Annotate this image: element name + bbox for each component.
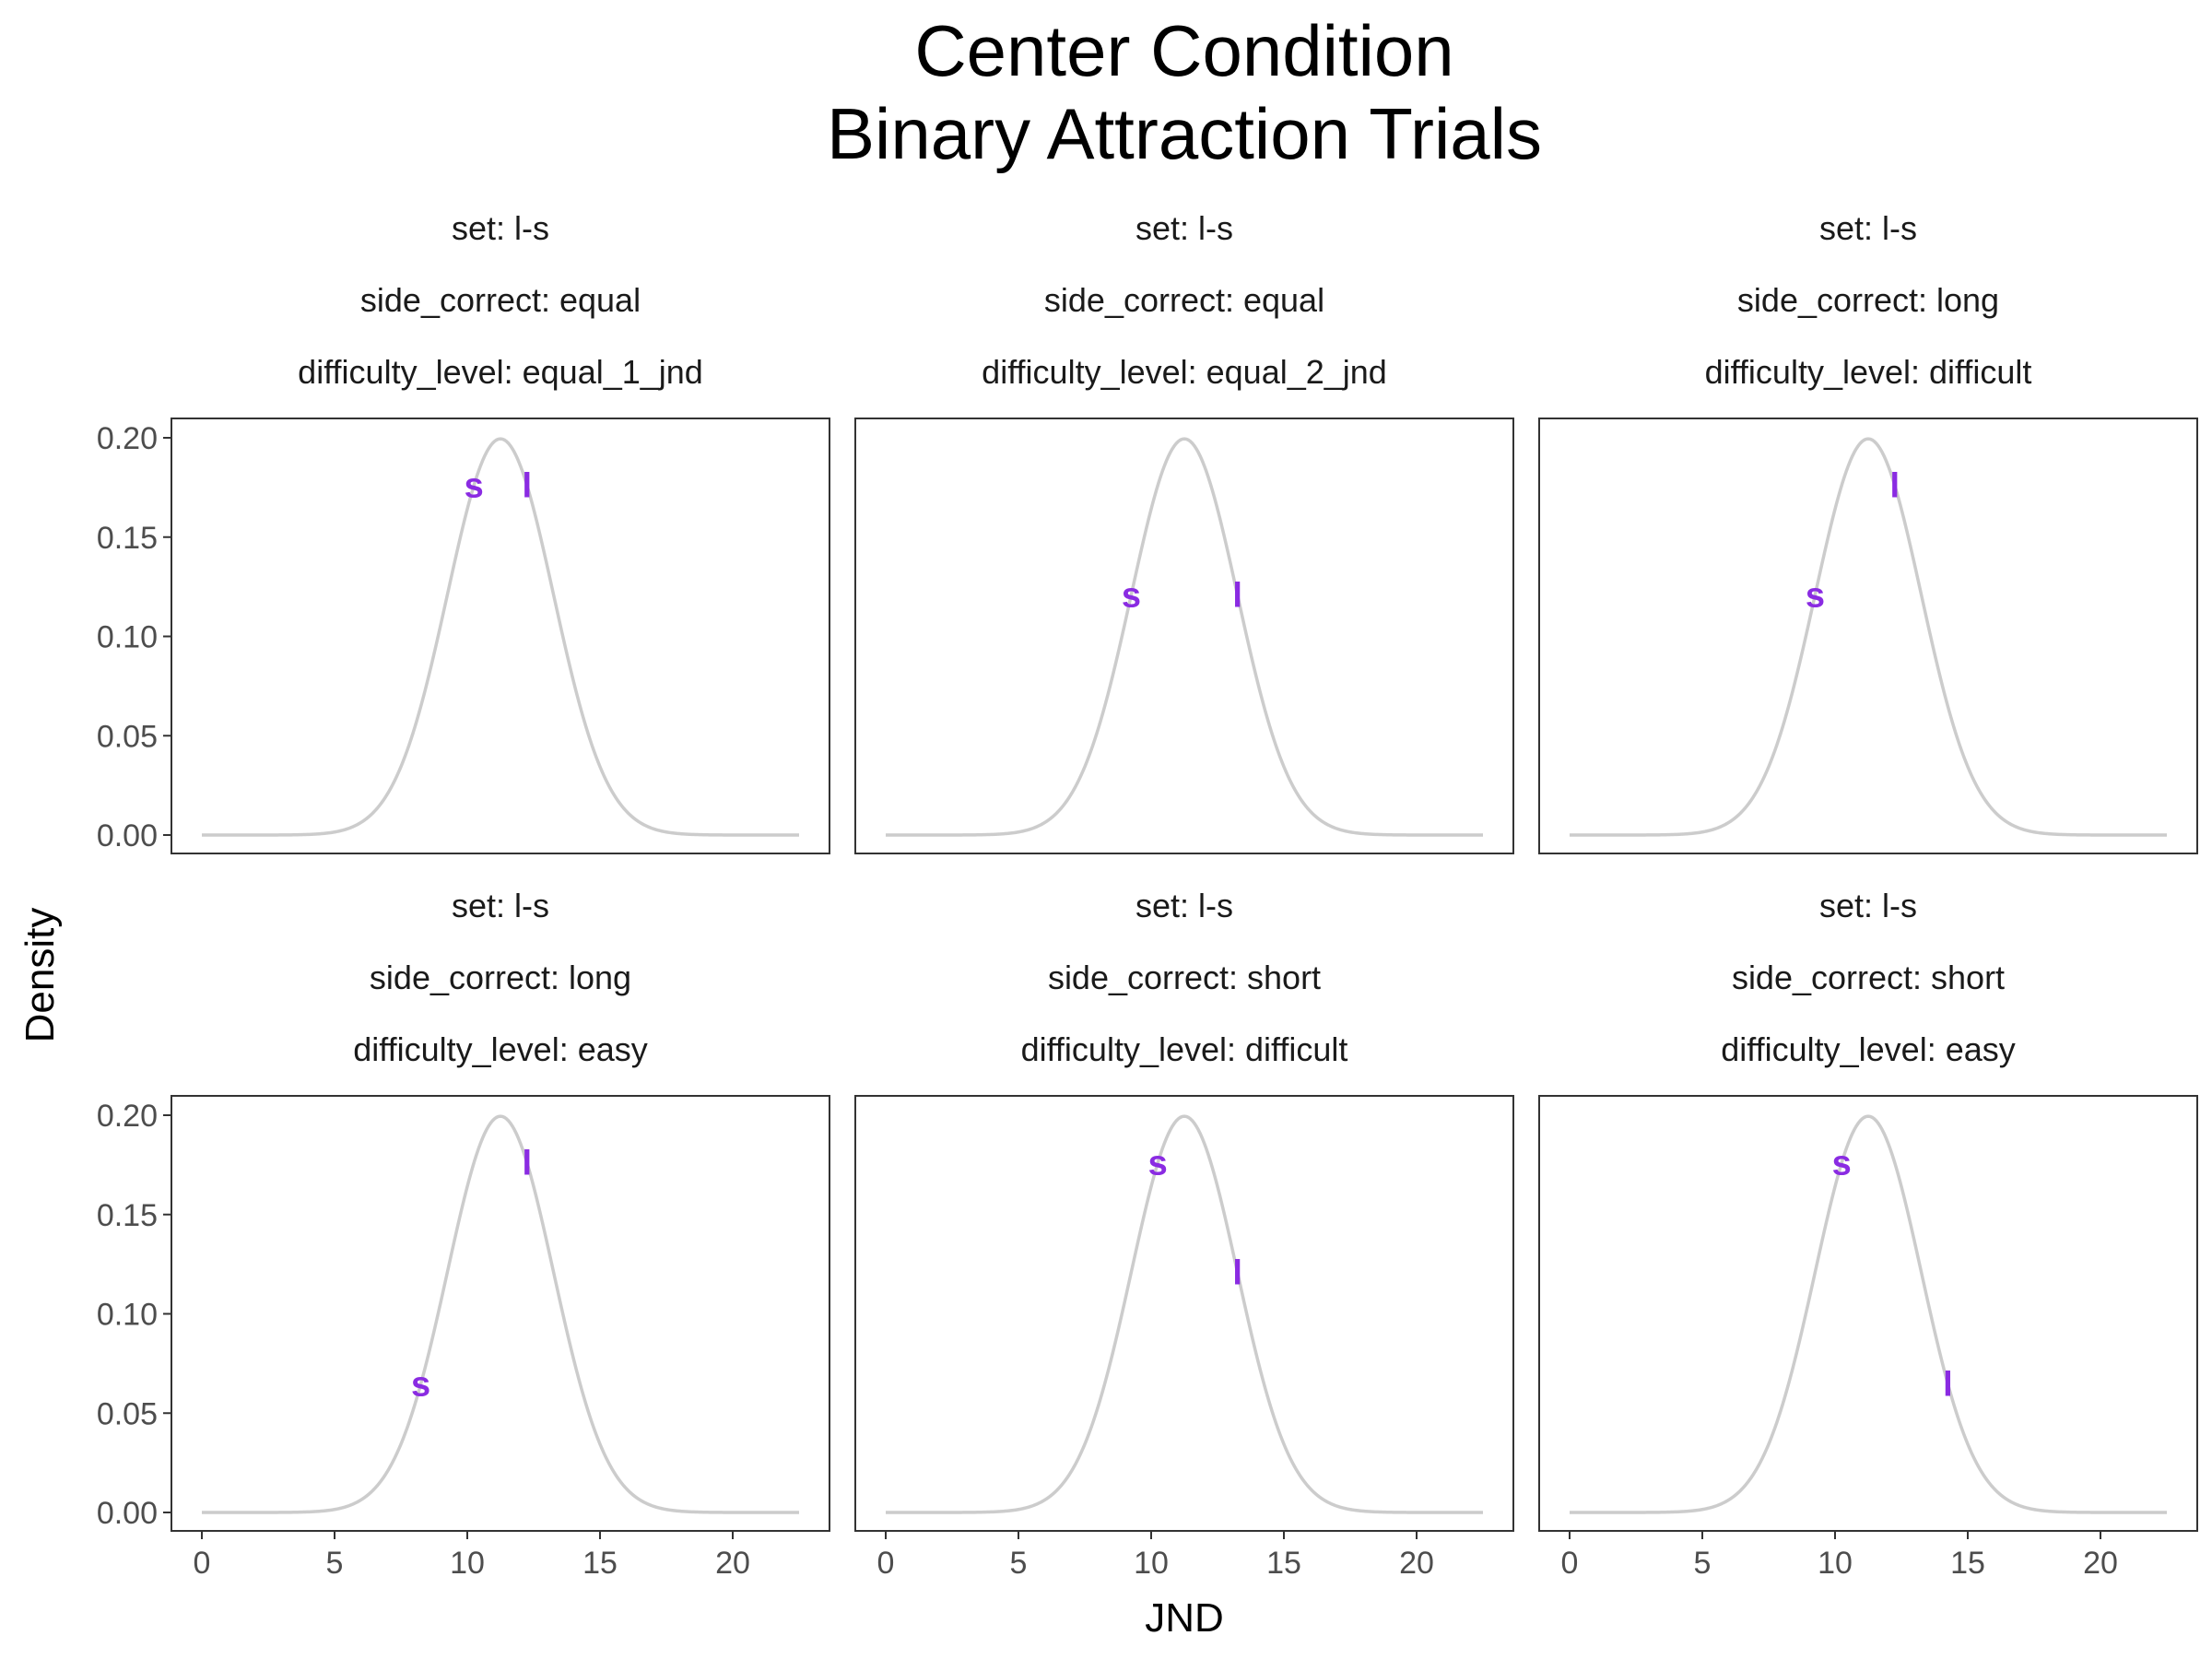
x-tick-label: 10	[1818, 1546, 1853, 1581]
density-curve	[1570, 1114, 2167, 1514]
facet-panel-4: set: l-s side_correct: long difficulty_lev…	[97, 887, 830, 1581]
chart-title-line-1: Center Condition	[914, 10, 1453, 91]
marker-l: l	[1890, 467, 1900, 506]
x-axis-title: JND	[1145, 1595, 1224, 1641]
density-curve	[886, 437, 1483, 837]
marker-s: s	[465, 467, 484, 506]
marker-s: s	[1148, 1145, 1168, 1183]
x-tick-label: 15	[1266, 1546, 1301, 1581]
y-tick-label: 0.15	[97, 1198, 158, 1233]
strip-label: side_correct: long	[1737, 281, 1999, 319]
marker-l: l	[523, 467, 533, 506]
x-tick-label: 0	[877, 1546, 895, 1581]
y-tick-label: 0.15	[97, 521, 158, 556]
marker-l: l	[523, 1145, 533, 1183]
strip-label: set: l-s	[1135, 887, 1233, 924]
strip-label: set: l-s	[1135, 209, 1233, 247]
panel-frame	[854, 418, 1514, 854]
facet-panel-3: set: l-s side_correct: long difficulty_lev…	[1538, 209, 2198, 854]
y-tick-label: 0.10	[97, 1298, 158, 1333]
marker-s: s	[411, 1365, 430, 1404]
strip-label: difficulty_level: difficult	[1705, 353, 2032, 391]
strip-label: side_correct: equal	[1044, 281, 1324, 319]
y-tick-label: 0.20	[97, 421, 158, 456]
strip-label: difficulty_level: easy	[353, 1030, 648, 1068]
facet-panel-5: set: l-s side_correct: short difficulty_le…	[854, 887, 1514, 1581]
panel-frame	[1538, 418, 2198, 854]
x-tick-label: 0	[194, 1546, 211, 1581]
chart-title-line-2: Binary Attraction Trials	[827, 93, 1542, 174]
x-tick-label: 20	[2083, 1546, 2118, 1581]
x-tick-label: 5	[1010, 1546, 1028, 1581]
x-tick-label: 15	[582, 1546, 618, 1581]
strip-label: side_correct: short	[1732, 959, 2005, 996]
y-axis-title: Density	[18, 908, 63, 1043]
x-tick-label: 5	[326, 1546, 344, 1581]
x-tick-label: 10	[450, 1546, 485, 1581]
strip-label: set: l-s	[452, 887, 549, 924]
facet-panel-6: set: l-s side_correct: short difficulty_le…	[1538, 887, 2198, 1581]
strip-label: difficulty_level: equal_2_jnd	[982, 353, 1387, 391]
strip-label: side_correct: equal	[360, 281, 641, 319]
strip-label: difficulty_level: equal_1_jnd	[298, 353, 703, 391]
marker-l: l	[1943, 1365, 1953, 1404]
y-tick-label: 0.10	[97, 620, 158, 655]
strip-label: set: l-s	[1819, 887, 1917, 924]
marker-s: s	[1122, 576, 1141, 615]
density-curve	[202, 1114, 799, 1514]
x-tick-label: 10	[1134, 1546, 1169, 1581]
density-curve	[1570, 437, 2167, 837]
strip-label: difficulty_level: difficult	[1021, 1030, 1348, 1068]
x-tick-label: 20	[715, 1546, 750, 1581]
facet-panels: set: l-s side_correct: equal difficulty_le…	[97, 209, 2198, 1581]
x-tick-label: 20	[1399, 1546, 1434, 1581]
x-tick-label: 0	[1561, 1546, 1579, 1581]
panel-frame	[1538, 1095, 2198, 1532]
y-tick-label: 0.00	[97, 818, 158, 853]
strip-label: difficulty_level: easy	[1721, 1030, 2016, 1068]
strip-label: set: l-s	[1819, 209, 1917, 247]
strip-label: set: l-s	[452, 209, 549, 247]
facet-panel-2: set: l-s side_correct: equal difficulty_le…	[854, 209, 1514, 854]
x-tick-label: 5	[1694, 1546, 1712, 1581]
x-tick-label: 15	[1950, 1546, 1985, 1581]
marker-l: l	[1232, 576, 1242, 615]
facet-panel-1: set: l-s side_correct: equal difficulty_le…	[97, 209, 830, 854]
y-tick-label: 0.00	[97, 1496, 158, 1531]
strip-label: side_correct: short	[1048, 959, 1321, 996]
density-curve	[886, 1114, 1483, 1514]
strip-label: side_correct: long	[370, 959, 631, 996]
marker-s: s	[1832, 1145, 1852, 1183]
panel-frame	[171, 418, 830, 854]
panel-frame	[171, 1095, 830, 1532]
marker-s: s	[1806, 576, 1825, 615]
density-curve	[202, 437, 799, 837]
marker-l: l	[1232, 1253, 1242, 1292]
y-tick-label: 0.05	[97, 719, 158, 754]
y-tick-label: 0.20	[97, 1099, 158, 1134]
y-tick-label: 0.05	[97, 1396, 158, 1431]
panel-frame	[854, 1095, 1514, 1532]
